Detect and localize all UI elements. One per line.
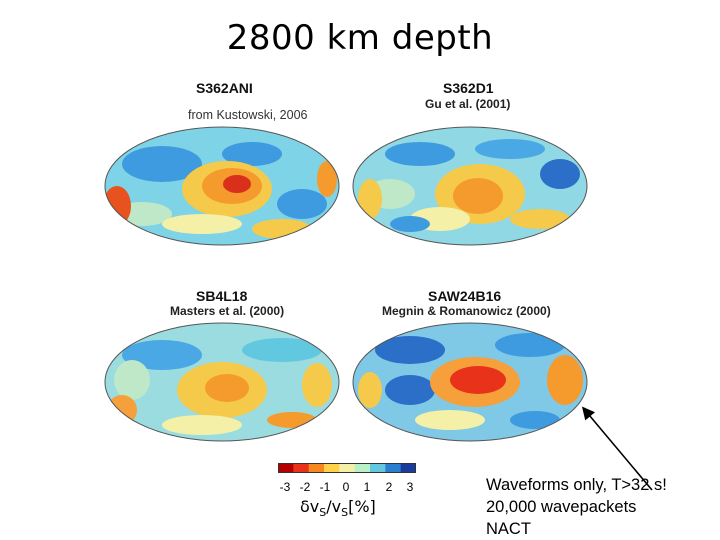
note-line-1: Waveforms only, T>32 s! <box>486 476 667 494</box>
colorbar-segment <box>400 463 416 473</box>
colorbar-tick: -3 <box>279 480 291 494</box>
model-label-s362ani: S362ANI <box>196 80 253 96</box>
colorbar-segment <box>339 463 356 473</box>
colorbar-segment <box>278 463 294 473</box>
colorbar-tick: -1 <box>319 480 331 494</box>
colorbar-segment <box>370 463 386 473</box>
annotation-note: Waveforms only, T>32 s! 20,000 wavepacke… <box>486 474 667 540</box>
colorbar-segment <box>324 463 340 473</box>
colorbar <box>278 463 416 473</box>
tomography-map-s362ani <box>104 126 340 246</box>
colorbar-segment <box>385 463 402 473</box>
note-line-2: 20,000 wavepackets <box>486 498 637 516</box>
colorbar-tick: 2 <box>385 480 393 494</box>
tomography-map-sb4l18 <box>104 322 340 442</box>
colorbar-tick: 0 <box>342 480 350 494</box>
colorbar-label: δvS/vS[%] <box>300 497 376 520</box>
model-label-s362d1: S362D1 <box>443 80 494 96</box>
model-ref-sb4l18: Masters et al. (2000) <box>170 304 285 318</box>
colorbar-segment <box>293 463 310 473</box>
tomography-map-s362d1 <box>352 126 588 246</box>
model-label-sb4l18: SB4L18 <box>196 288 248 304</box>
model-label-saw24b16: SAW24B16 <box>428 288 502 304</box>
colorbar-tick: -2 <box>299 480 311 494</box>
model-ref-saw24b16: Megnin & Romanowicz (2000) <box>382 304 551 318</box>
slide-title: 2800 km depth <box>226 18 494 58</box>
credit-text: from Kustowski, 2006 <box>188 108 308 122</box>
tomography-map-saw24b16 <box>352 322 588 442</box>
colorbar-segment <box>354 463 371 473</box>
colorbar-segment <box>308 463 325 473</box>
colorbar-tick: 3 <box>406 480 414 494</box>
colorbar-tick: 1 <box>363 480 371 494</box>
model-ref-s362d1: Gu et al. (2001) <box>425 97 511 111</box>
note-line-3: NACT <box>486 520 531 538</box>
